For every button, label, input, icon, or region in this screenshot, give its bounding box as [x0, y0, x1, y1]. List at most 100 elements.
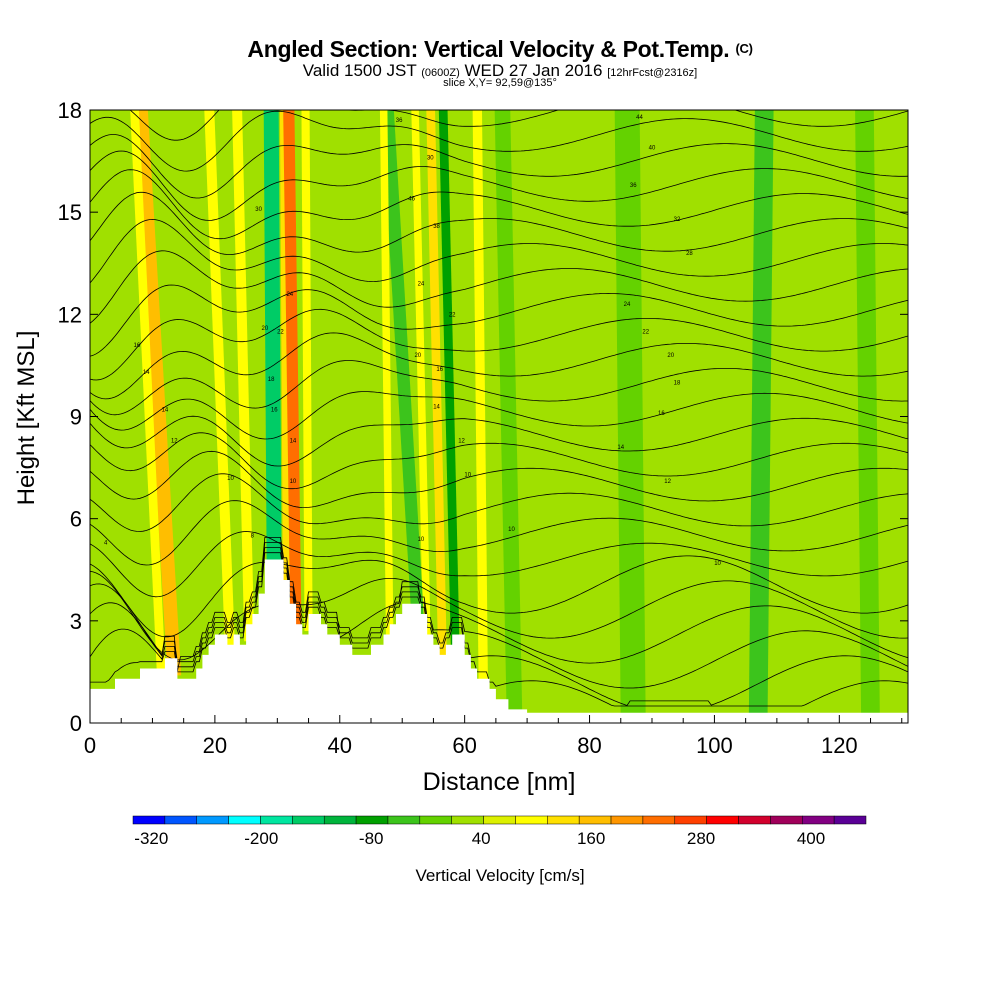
colorbar-swatch	[387, 815, 421, 825]
contour-label: 16	[658, 411, 665, 417]
contour-label: 14	[162, 408, 169, 414]
colorbar-swatch	[578, 815, 612, 825]
velocity-band	[134, 110, 182, 676]
colorbar-tick-label: -200	[244, 829, 278, 848]
x-tick-label: 60	[452, 733, 476, 758]
contour-label: 12	[458, 438, 465, 444]
x-tick-label: 40	[328, 733, 352, 758]
theta-contours	[90, 110, 908, 707]
contour-label: 14	[617, 445, 624, 451]
theta-contour	[90, 150, 908, 221]
theta-contour	[90, 542, 908, 689]
theta-contour	[90, 110, 908, 172]
valid-utc: (0600Z)	[421, 67, 460, 79]
contour-label: 38	[433, 224, 440, 230]
contour-label: 40	[649, 145, 656, 151]
colorbar-tick-label: 160	[577, 829, 605, 848]
colorbar-swatch	[132, 815, 166, 825]
contour-label: 36	[630, 183, 637, 189]
theta-contour	[90, 134, 908, 199]
y-tick-label: 3	[70, 609, 82, 634]
forecast-info: [12hrFcst@2316z]	[607, 67, 698, 79]
terrain	[90, 559, 908, 723]
colorbar-tick-label: -80	[359, 829, 384, 848]
colorbar-swatch	[802, 815, 835, 825]
x-tick-label: 80	[577, 733, 601, 758]
theta-contour	[90, 555, 908, 638]
contour-label: 8	[251, 534, 255, 540]
contour-label: 10	[464, 472, 471, 478]
velocity-band	[301, 110, 313, 632]
contour-label: 24	[286, 292, 293, 298]
velocity-band	[204, 110, 236, 662]
colorbar-swatch	[323, 815, 357, 825]
colorbar-swatch	[770, 815, 803, 825]
colorbar-swatch	[419, 815, 452, 825]
x-tick-label: 120	[821, 733, 858, 758]
title-unit: (C)	[735, 41, 753, 56]
velocity-bands	[130, 110, 880, 723]
colorbar-tick-label: -320	[134, 829, 168, 848]
contour-label: 36	[396, 118, 403, 124]
contour-label: 44	[636, 115, 643, 121]
velocity-band	[411, 110, 431, 652]
theta-contour	[90, 537, 908, 671]
colorbar-label: Vertical Velocity [cm/s]	[415, 866, 584, 885]
y-tick-label: 9	[70, 405, 82, 430]
contour-label: 16	[436, 367, 443, 373]
colorbar-swatch	[833, 815, 867, 825]
contour-label: 22	[642, 329, 649, 335]
contour-label: 10	[227, 476, 234, 482]
chart-subtitle: Valid 1500 JST (0600Z) WED 27 Jan 2016 […	[0, 61, 1000, 81]
chart-title: Angled Section: Vertical Velocity & Pot.…	[0, 36, 1000, 63]
contour-label: 22	[277, 329, 284, 335]
colorbar-swatch	[228, 815, 261, 825]
theta-contour	[90, 415, 908, 467]
velocity-band	[232, 110, 255, 642]
theta-contour	[90, 191, 908, 255]
colorbar-swatch	[642, 815, 676, 825]
colorbar-swatch	[260, 815, 293, 825]
velocity-band	[283, 110, 302, 642]
theta-contour	[90, 169, 908, 240]
velocity-band	[472, 110, 489, 696]
x-tick-label: 20	[203, 733, 227, 758]
colorbar-swatch	[674, 815, 707, 825]
theta-contour	[90, 450, 908, 509]
theta-contour	[90, 391, 908, 440]
theta-contour	[129, 110, 908, 141]
colorbar-swatch	[483, 815, 516, 825]
theta-contour	[90, 218, 908, 284]
title-main: Angled Section: Vertical Velocity & Pot.…	[247, 36, 730, 62]
contour-label: 30	[427, 156, 434, 162]
slice-info: slice X,Y= 92,59@135°	[443, 77, 557, 89]
contour-label: 24	[418, 282, 425, 288]
valid-date: WED 27 Jan 2016	[464, 61, 603, 80]
colorbar-tick-label: 40	[472, 829, 491, 848]
theta-contour	[90, 284, 908, 357]
theta-contour	[90, 250, 908, 324]
y-tick-label: 12	[58, 302, 82, 327]
y-tick-label: 6	[70, 507, 82, 532]
plot-area: 4 16 14 12 14 30 24 20 22 18 16 14 10 10 8 36 30 46 38 24 22…	[90, 110, 908, 723]
theta-contour	[90, 500, 908, 566]
velocity-band	[381, 110, 425, 621]
y-axis-label: Height [Kft MSL]	[13, 331, 40, 506]
contour-label: 14	[433, 404, 440, 410]
contour-label: 18	[268, 377, 275, 383]
theta-contour	[90, 308, 908, 381]
velocity-band	[263, 110, 282, 577]
colorbar-swatch	[196, 815, 229, 825]
colorbar-swatch	[164, 815, 197, 825]
theta-contour	[90, 570, 908, 661]
colorbar-swatch	[515, 815, 548, 825]
theta-contour	[90, 552, 908, 707]
theta-contour	[90, 332, 908, 400]
contour-label: 22	[449, 312, 456, 318]
contour-label: 32	[674, 217, 681, 223]
colorbar-tick-label: 400	[797, 829, 825, 848]
contour-label: 16	[271, 408, 278, 414]
theta-contour	[90, 531, 908, 598]
